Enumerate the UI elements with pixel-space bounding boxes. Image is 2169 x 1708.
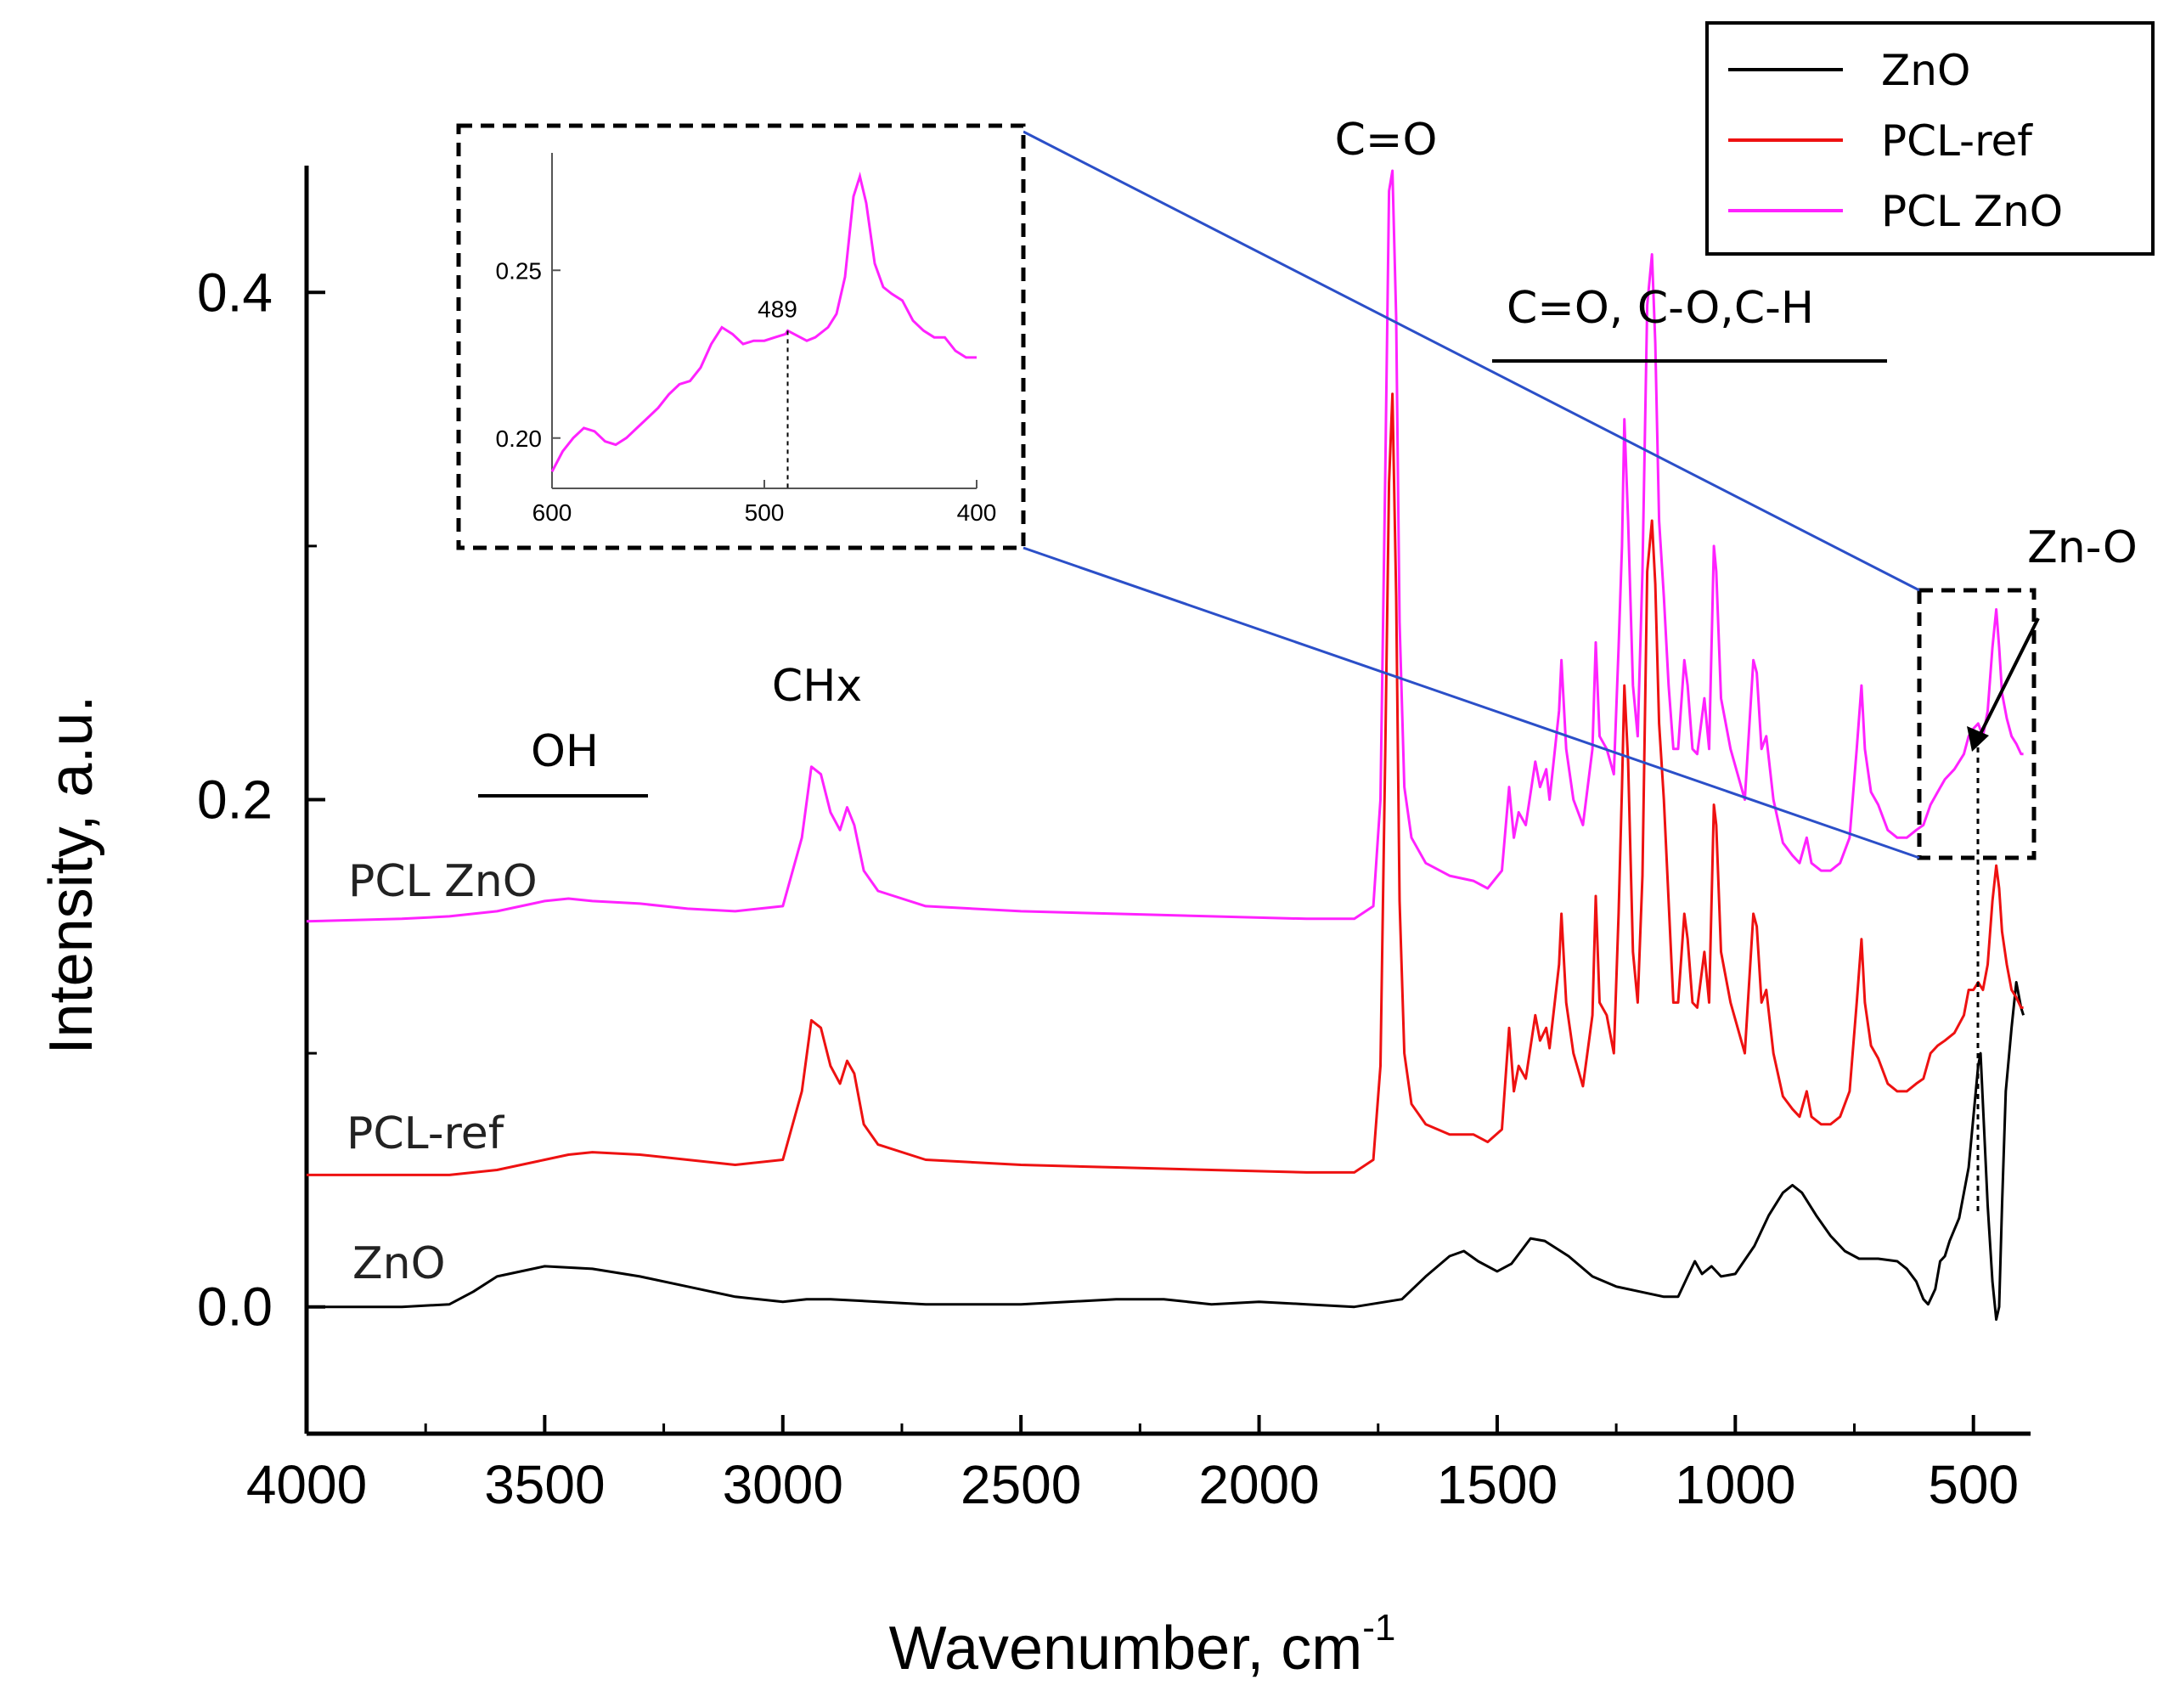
inset-pcl-zno-line [550,171,977,472]
inset-x-tick-label: 400 [957,499,997,526]
x-axis-ticks: 4000 3500 3000 2500 2000 1500 1000 500 [246,1415,2019,1515]
x-tick-label: 3000 [723,1454,843,1515]
series-line-pcl-ref [307,392,2024,1176]
series-line-zno [307,981,2025,1322]
x-tick-label: 1000 [1675,1454,1795,1515]
x-tick-label: 500 [1928,1454,2019,1515]
y-axis-ticks: 0.0 0.2 0.4 [197,262,325,1338]
inset-ticks: 600 500 400 0.20 0.25 [496,257,997,526]
zno-arrow-head [1967,726,1989,752]
zno-arrow-shaft [1977,617,2040,738]
inset-border [456,123,1026,550]
inset-y-tick-label: 0.20 [496,426,543,452]
y-tick-label: 0.2 [197,769,273,831]
connector-bottom [1023,546,1920,860]
x-axis-title-main: Wavenumber, cm [889,1615,1363,1683]
x-tick-label: 2000 [1198,1454,1319,1515]
inset-y-tick-label: 0.25 [496,257,543,284]
annotation-oh: OH [531,726,599,777]
x-tick-label: 1500 [1437,1454,1558,1515]
zoom-region-box [1917,588,2037,860]
inset-marker-label: 489 [758,296,797,322]
legend-label-zno: ZnO [1881,46,1970,95]
x-tick-label: 4000 [246,1454,367,1515]
series-line-pcl-zno [306,169,2024,923]
inset-plot: 600 500 400 0.20 0.25 489 [456,123,1026,550]
legend-label-pcl-ref: PCL-ref [1881,116,2033,166]
connector-top [1023,130,1920,592]
x-tick-label: 3500 [484,1454,605,1515]
x-axis-title-superscript: -1 [1362,1607,1395,1649]
series-label-zno: ZnO [352,1238,446,1289]
legend-box [1705,21,2155,256]
annotation-chx: CHx [772,661,862,712]
y-axis-title: Intensity, a.u. [37,696,105,1055]
legend-label-pcl-zno: PCL ZnO [1881,187,2063,236]
series-layer [306,169,2025,1322]
annotation-fingerprint: C=O, C-O,C-H [1507,283,1814,334]
y-tick-label: 0.4 [197,262,273,323]
inset-x-tick-label: 600 [532,499,572,526]
annotation-zno: Zn-O [2027,522,2138,573]
inset-x-tick-label: 500 [745,499,785,526]
annotation-carbonyl: C=O [1335,115,1438,166]
x-tick-label: 2500 [961,1454,1081,1515]
y-tick-label: 0.0 [197,1277,273,1338]
series-label-pcl-zno: PCL ZnO [348,856,538,907]
x-axis-title: Wavenumber, cm-1 [889,1607,1396,1683]
legend: ZnO PCL-ref PCL ZnO [1705,21,2155,256]
series-label-pcl-ref: PCL-ref [346,1108,505,1159]
